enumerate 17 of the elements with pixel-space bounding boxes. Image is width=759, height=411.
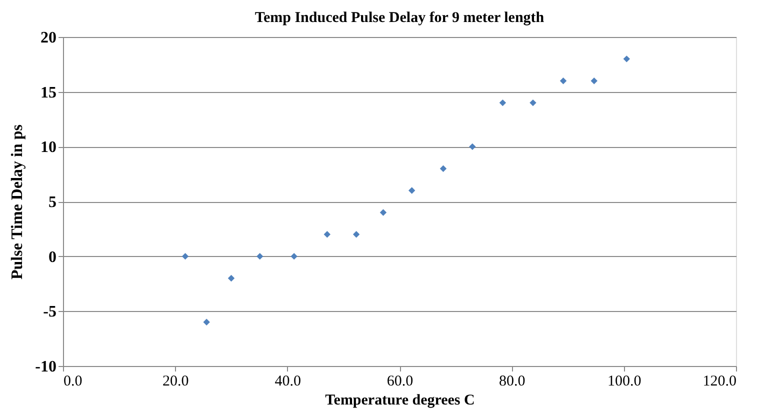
x-tick-label: 20.0 bbox=[162, 374, 189, 390]
y-tick-label: 20 bbox=[40, 30, 56, 46]
y-tick-label: 5 bbox=[48, 194, 56, 211]
x-axis-title: Temperature degrees C bbox=[325, 392, 475, 408]
x-tick-label: 80.0 bbox=[499, 374, 526, 390]
y-tick-label: 0 bbox=[48, 248, 56, 266]
y-tick-label: -10 bbox=[35, 358, 56, 376]
x-tick-label: 60.0 bbox=[386, 374, 414, 390]
y-tick-label: 10 bbox=[40, 139, 56, 156]
chart-title: Temp Induced Pulse Delay for 9 meter length bbox=[254, 10, 545, 26]
x-tick-label: 120.0 bbox=[702, 374, 736, 390]
y-tick-label: -5 bbox=[43, 304, 56, 321]
x-tick-label: 100.0 bbox=[607, 374, 642, 390]
x-tick-label: 0.0 bbox=[64, 374, 82, 390]
y-axis-title: Pulse Time Delay in ps bbox=[9, 124, 26, 280]
x-tick-label: 40.0 bbox=[274, 374, 301, 390]
y-tick-label: 15 bbox=[40, 84, 56, 102]
